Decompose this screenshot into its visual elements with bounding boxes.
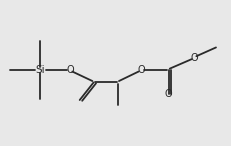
Text: O: O [67, 65, 74, 75]
Text: O: O [165, 89, 173, 99]
Text: O: O [137, 65, 145, 75]
Text: O: O [190, 53, 198, 63]
Text: Si: Si [36, 65, 45, 75]
